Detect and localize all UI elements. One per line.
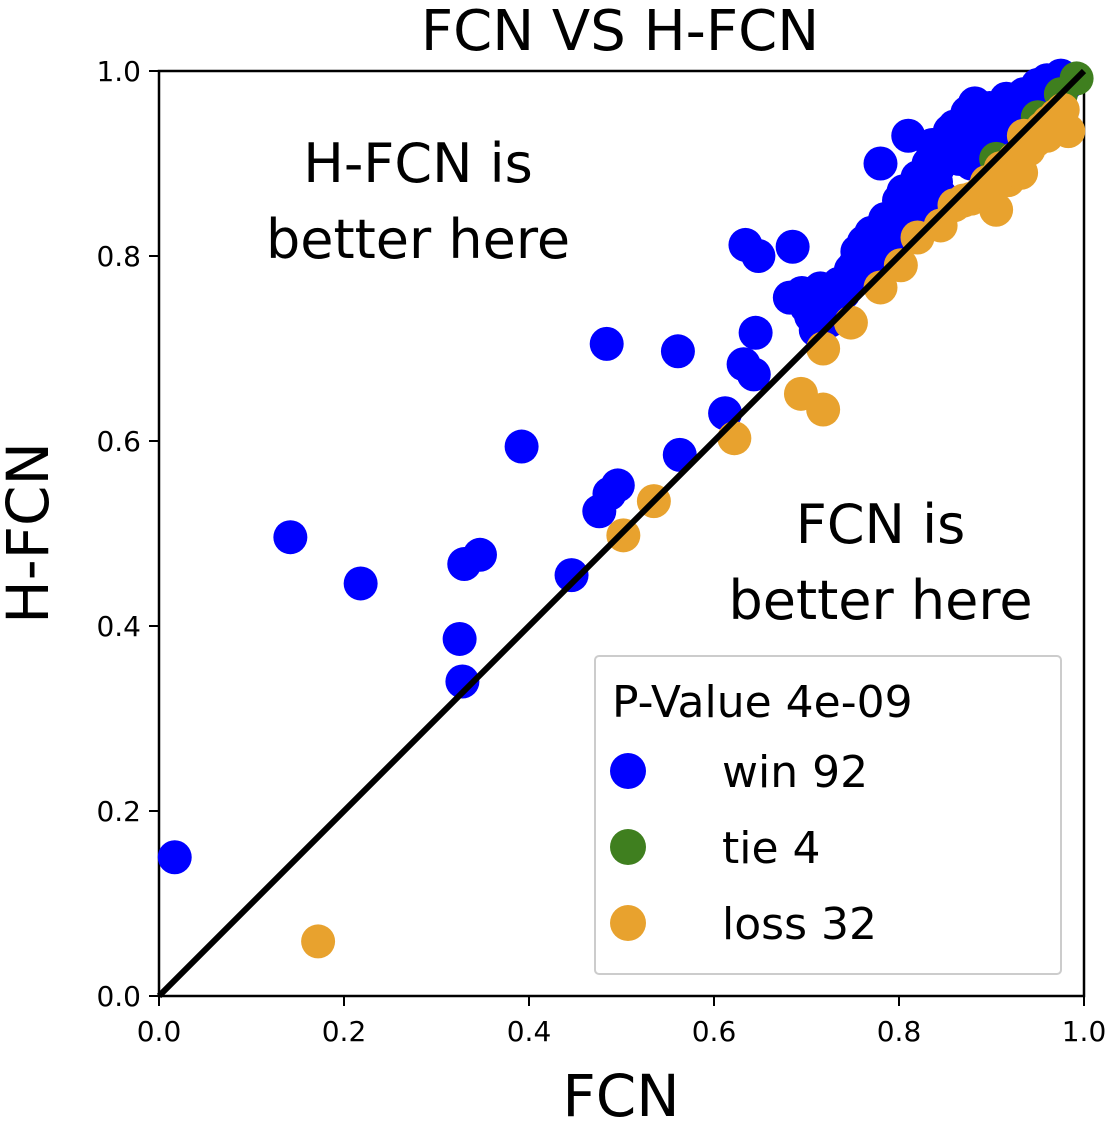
point-0-20 xyxy=(741,239,776,273)
legend-label-2: loss 32 xyxy=(722,899,877,950)
chart-title: FCN VS H-FCN xyxy=(421,0,819,64)
y-axis-title: H-FCN xyxy=(0,442,62,624)
point-2-5 xyxy=(806,392,841,427)
annotation-0: H-FCN is better here xyxy=(266,132,570,271)
legend: P-Value 4e-09 win 92 tie 4 loss 32 xyxy=(594,655,1062,975)
point-0-18 xyxy=(736,357,771,392)
diagonal-line xyxy=(156,68,1087,999)
legend-title: P-Value 4e-09 xyxy=(612,677,913,728)
legend-box xyxy=(594,655,1062,975)
data-points xyxy=(157,58,1094,959)
point-0-19 xyxy=(738,315,773,350)
legend-label-1: tie 4 xyxy=(722,823,821,874)
point-0-0 xyxy=(157,840,192,875)
point-2-0 xyxy=(301,924,336,959)
y-tick-label: 0.0 xyxy=(96,980,141,1013)
point-2-9 xyxy=(883,248,918,283)
y-tick-label: 0.6 xyxy=(96,425,141,458)
point-0-91 xyxy=(863,146,898,181)
x-tick-label: 0.6 xyxy=(692,1015,737,1048)
point-0-8 xyxy=(554,558,589,593)
annotation-line: better here xyxy=(266,208,570,271)
point-0-22 xyxy=(775,229,810,264)
x-tick-label: 0.2 xyxy=(322,1015,367,1048)
legend-marker-0 xyxy=(610,753,646,789)
point-0-4 xyxy=(445,664,480,699)
point-0-90 xyxy=(891,118,926,153)
point-2-7 xyxy=(833,305,868,340)
annotation-line: H-FCN is xyxy=(303,132,533,195)
legend-entries: win 92 tie 4 loss 32 xyxy=(610,747,877,950)
point-0-7 xyxy=(504,429,539,464)
x-tick-label: 0.0 xyxy=(137,1015,182,1048)
point-2-3 xyxy=(717,421,752,456)
point-0-1 xyxy=(273,520,308,555)
y-tick-label: 0.8 xyxy=(96,240,141,273)
point-2-6 xyxy=(806,331,841,366)
annotations: H-FCN is better here FCN is better here xyxy=(266,132,1033,632)
x-axis-title: FCN xyxy=(562,1062,679,1121)
annotation-line: FCN is xyxy=(796,493,965,556)
y-tick-label: 0.4 xyxy=(96,610,141,643)
x-tick-label: 0.8 xyxy=(877,1015,922,1048)
x-tick-label: 0.4 xyxy=(507,1015,552,1048)
point-2-31 xyxy=(1030,118,1064,153)
annotation-1: FCN is better here xyxy=(728,493,1032,632)
y-tick-label: 0.2 xyxy=(96,795,141,828)
point-0-12 xyxy=(600,468,635,503)
annotation-line: better here xyxy=(728,569,1032,632)
point-0-2 xyxy=(343,566,378,601)
point-0-10 xyxy=(589,326,624,361)
point-0-3 xyxy=(442,621,477,656)
legend-label-0: win 92 xyxy=(722,747,868,798)
point-0-13 xyxy=(660,334,695,369)
legend-marker-1 xyxy=(610,829,646,865)
x-tick-label: 1.0 xyxy=(1062,1015,1107,1048)
x-axis: 0.0 0.2 0.4 0.6 0.8 1.0 xyxy=(137,996,1107,1048)
y-tick-label: 1.0 xyxy=(96,55,141,88)
point-0-6 xyxy=(462,537,497,572)
legend-marker-2 xyxy=(610,905,646,941)
y-axis: 0.0 0.2 0.4 0.6 0.8 1.0 xyxy=(96,55,159,1013)
